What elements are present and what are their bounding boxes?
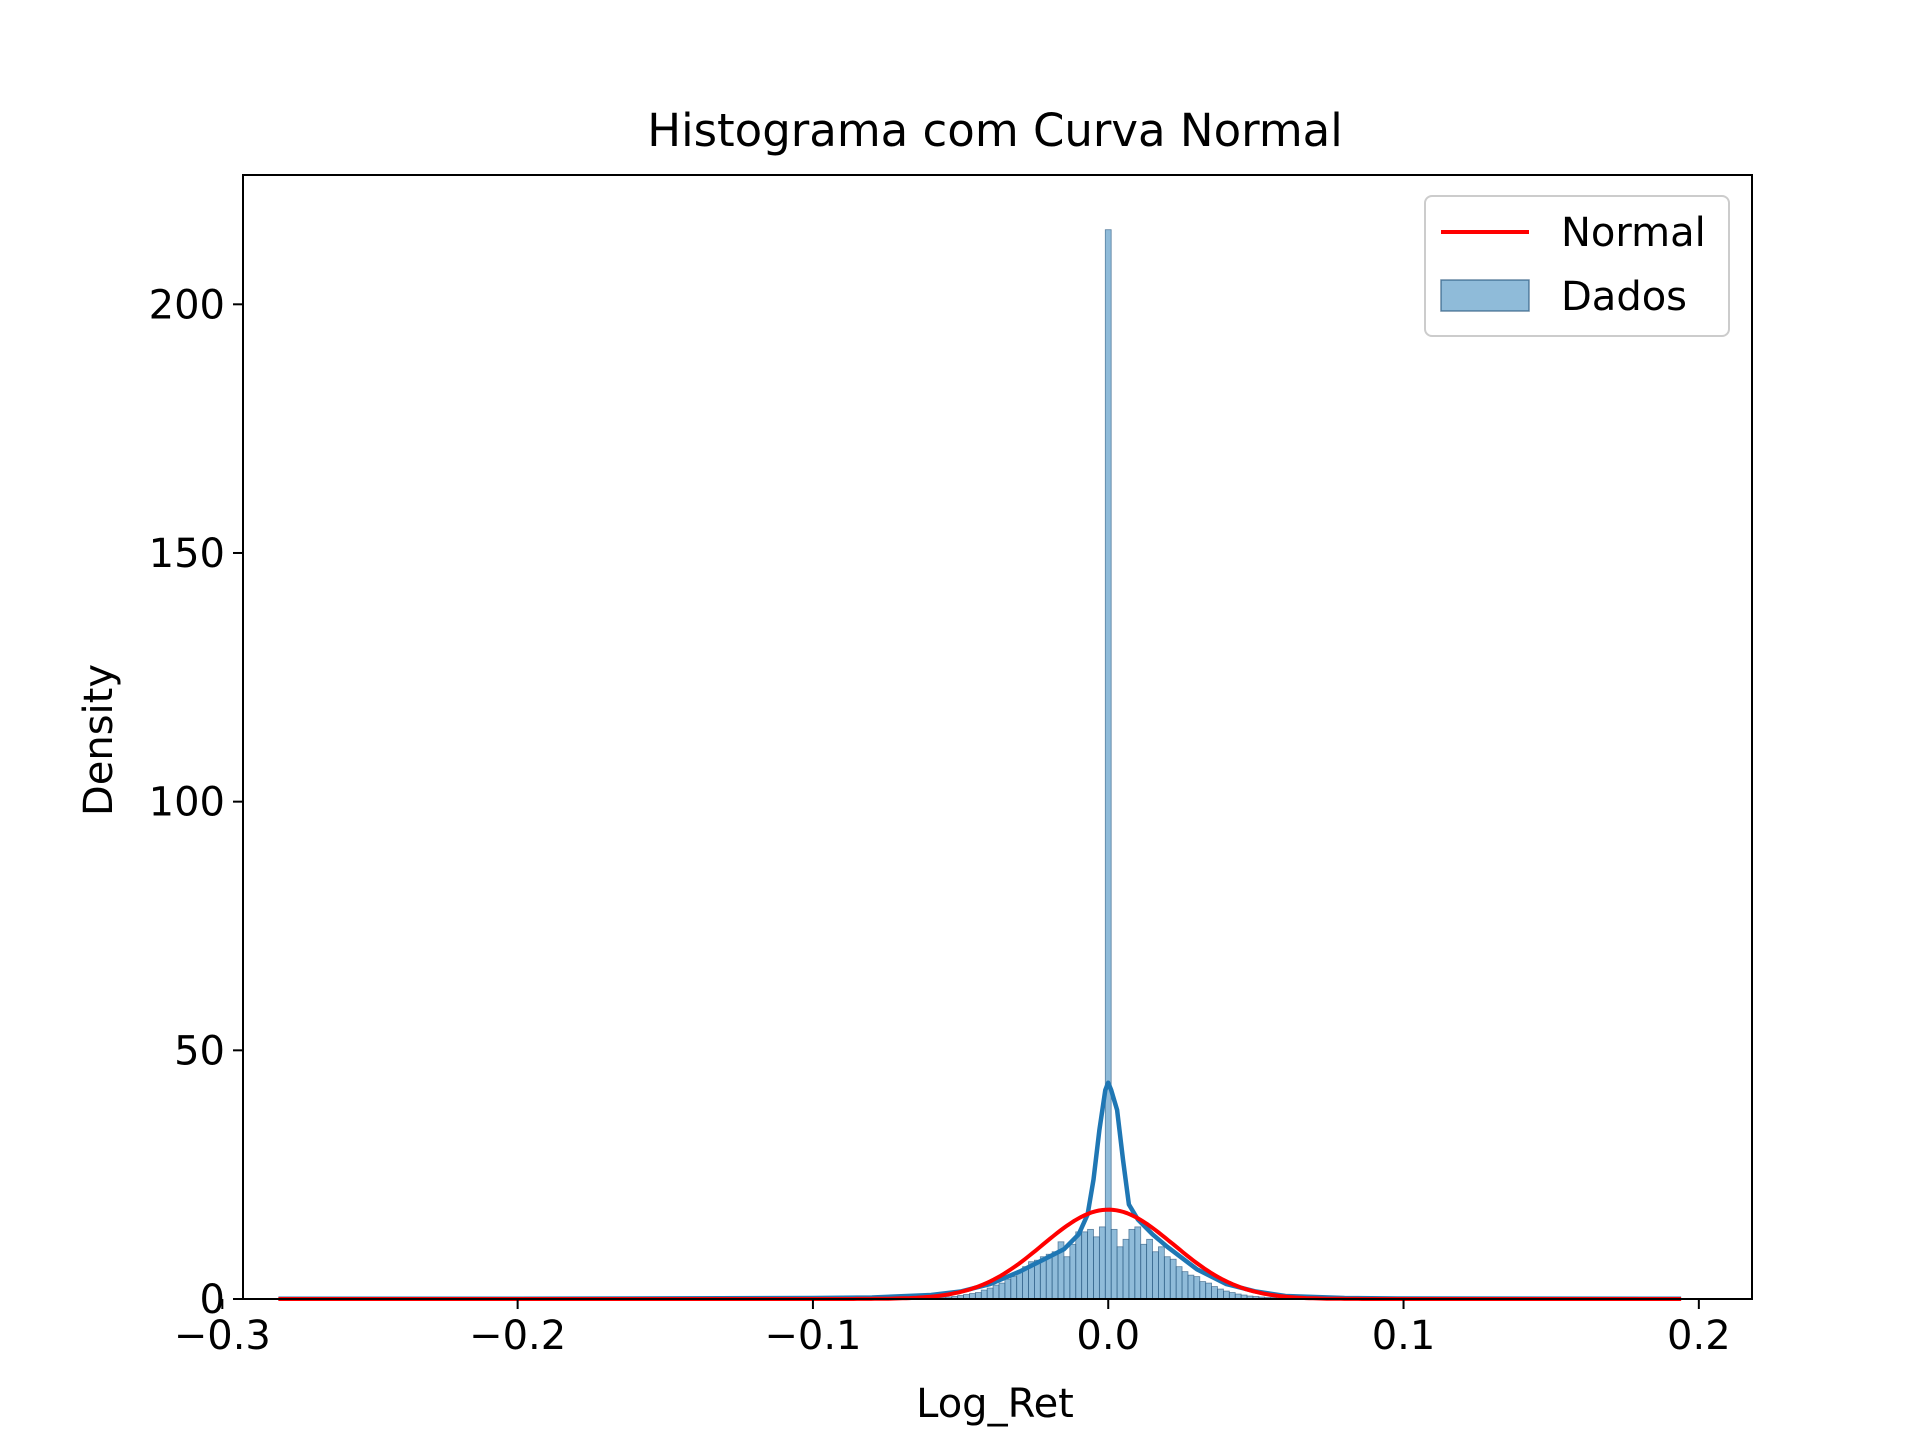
histogram-bar xyxy=(1158,1246,1165,1300)
histogram-bar xyxy=(986,1287,994,1300)
histogram-bar xyxy=(1187,1274,1195,1300)
legend-normal-label: Normal xyxy=(1561,210,1706,256)
histogram-bar xyxy=(1217,1288,1224,1300)
y-tick-label: 0 xyxy=(200,1277,225,1323)
legend: Normal Dados xyxy=(1424,195,1730,337)
plot-frame xyxy=(242,174,1753,1300)
x-tick-label: 0.0 xyxy=(1076,1313,1140,1359)
histogram-bar xyxy=(1128,1228,1136,1300)
histogram-bar xyxy=(1098,1226,1106,1300)
histogram-bar xyxy=(1010,1276,1018,1300)
histogram-bar xyxy=(1051,1251,1059,1300)
histogram-bar xyxy=(1110,1228,1118,1300)
histogram-bar xyxy=(980,1289,988,1300)
histogram-bar xyxy=(1211,1286,1218,1300)
histogram-bar xyxy=(1122,1238,1130,1300)
histogram-bar xyxy=(1175,1266,1183,1300)
histogram-bar xyxy=(1181,1271,1189,1300)
y-axis-label: Density xyxy=(76,664,122,816)
x-tick-label: −0.2 xyxy=(469,1313,566,1359)
histogram-bar xyxy=(1081,1231,1088,1300)
y-tick-label: 200 xyxy=(149,282,225,328)
histogram-bar xyxy=(1146,1238,1153,1300)
histogram-bar xyxy=(1205,1282,1212,1300)
axes: −0.3 −0.2 −0.1 0.0 0.1 0.2 0 50 100 150 200 xyxy=(149,174,1753,1359)
histogram-bar xyxy=(1093,1236,1100,1300)
legend-dados-label: Dados xyxy=(1561,274,1687,320)
histogram-bar xyxy=(1045,1253,1053,1300)
x-axis-label: Log_Ret xyxy=(916,1381,1074,1427)
y-tick-label: 100 xyxy=(149,780,225,826)
histogram-bar xyxy=(1140,1243,1148,1300)
histogram-bar xyxy=(1193,1276,1201,1300)
histogram-bar xyxy=(1223,1290,1230,1300)
y-tick-label: 50 xyxy=(174,1028,225,1074)
x-tick-label: −0.1 xyxy=(764,1313,861,1359)
x-tick-label: 0.2 xyxy=(1667,1313,1731,1359)
histogram-bar xyxy=(1199,1281,1207,1300)
histogram-bar xyxy=(1069,1243,1077,1300)
histogram-bar xyxy=(1134,1226,1142,1300)
x-tick-label: −0.3 xyxy=(174,1313,271,1359)
histogram-bar xyxy=(998,1282,1006,1300)
histogram-bar xyxy=(1004,1278,1012,1300)
legend-dados-swatch xyxy=(1440,279,1530,312)
histogram-bar xyxy=(1075,1231,1083,1300)
y-tick-label: 150 xyxy=(149,531,225,577)
histogram-bar xyxy=(1104,229,1112,1300)
x-tick-label: 0.1 xyxy=(1372,1313,1436,1359)
histogram-bar xyxy=(1063,1256,1071,1300)
histogram-bar xyxy=(1087,1228,1094,1300)
histogram-bar xyxy=(1163,1256,1171,1300)
histogram-bar xyxy=(1116,1246,1124,1300)
histogram-bar xyxy=(992,1284,1000,1300)
histogram-bar xyxy=(1016,1271,1024,1300)
histogram-bar xyxy=(1152,1251,1159,1300)
histogram-bar xyxy=(1169,1258,1177,1300)
chart-title: Histograma com Curva Normal xyxy=(647,104,1343,157)
